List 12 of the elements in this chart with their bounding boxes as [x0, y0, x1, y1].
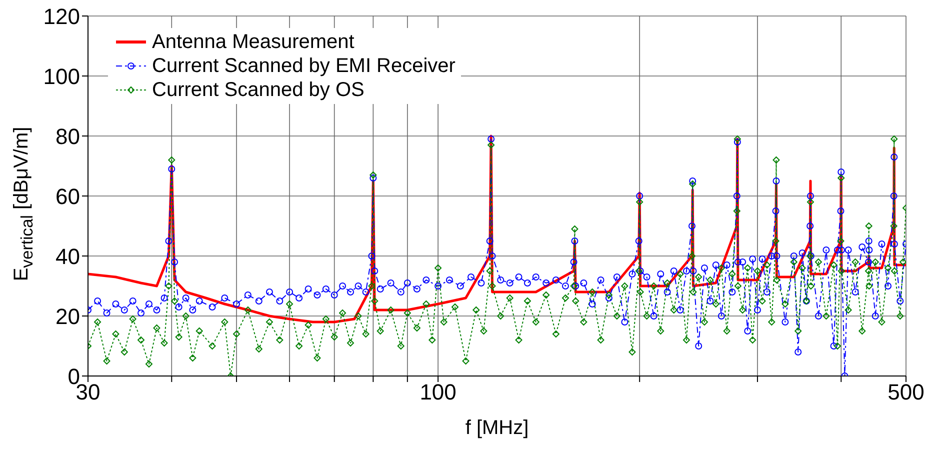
- x-tick-label: 500: [888, 380, 924, 405]
- legend-label: Current Scanned by OS: [152, 78, 364, 102]
- x-tick-label: 100: [420, 380, 456, 405]
- y-tick-label: 20: [56, 304, 80, 329]
- y-tick-label: 120: [43, 4, 80, 29]
- y-tick-label: 60: [56, 184, 80, 209]
- legend-label: Antenna Measurement: [152, 30, 354, 54]
- y-tick-label: 100: [43, 64, 80, 89]
- legend-label: Current Scanned by EMI Receiver: [152, 54, 456, 78]
- x-axis-title: f [MHz]: [465, 417, 529, 439]
- y-tick-label: 40: [56, 244, 80, 269]
- y-tick-label: 80: [56, 124, 80, 149]
